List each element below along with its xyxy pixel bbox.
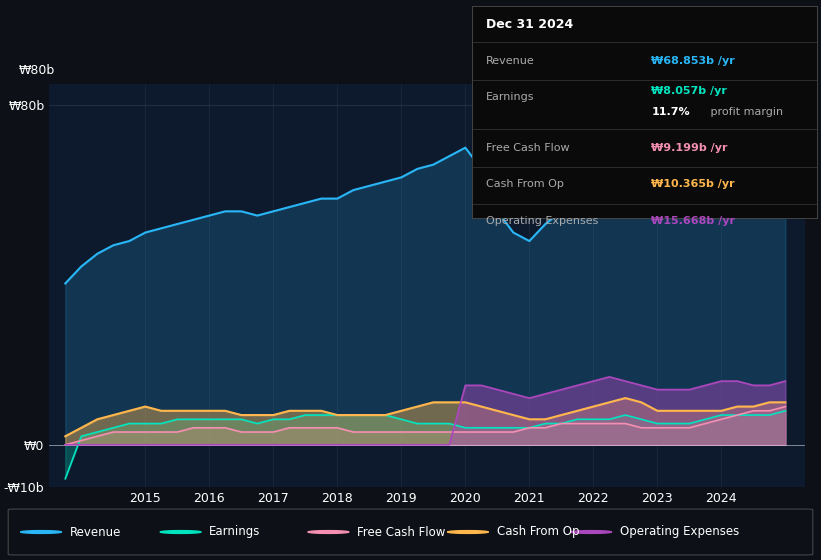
Text: ₩10.365b /yr: ₩10.365b /yr [651, 179, 735, 189]
Text: Free Cash Flow: Free Cash Flow [357, 525, 446, 539]
Text: ₩9.199b /yr: ₩9.199b /yr [651, 143, 728, 153]
Text: ₩80b: ₩80b [19, 64, 55, 77]
Text: ₩68.853b /yr: ₩68.853b /yr [651, 56, 735, 66]
Text: Cash From Op: Cash From Op [497, 525, 579, 539]
Text: ₩8.057b /yr: ₩8.057b /yr [651, 86, 727, 96]
Text: Earnings: Earnings [209, 525, 261, 539]
Text: profit margin: profit margin [707, 107, 782, 117]
Circle shape [21, 531, 62, 533]
Text: Operating Expenses: Operating Expenses [620, 525, 739, 539]
Text: Cash From Op: Cash From Op [486, 179, 564, 189]
Text: Operating Expenses: Operating Expenses [486, 216, 599, 226]
Text: Revenue: Revenue [70, 525, 122, 539]
Circle shape [447, 531, 488, 533]
Text: 11.7%: 11.7% [651, 107, 690, 117]
Text: Revenue: Revenue [486, 56, 534, 66]
Circle shape [571, 531, 612, 533]
Circle shape [160, 531, 201, 533]
Text: Dec 31 2024: Dec 31 2024 [486, 18, 573, 31]
Text: Earnings: Earnings [486, 92, 534, 102]
Text: ₩15.668b /yr: ₩15.668b /yr [651, 216, 736, 226]
Text: Free Cash Flow: Free Cash Flow [486, 143, 570, 153]
Circle shape [308, 531, 349, 533]
